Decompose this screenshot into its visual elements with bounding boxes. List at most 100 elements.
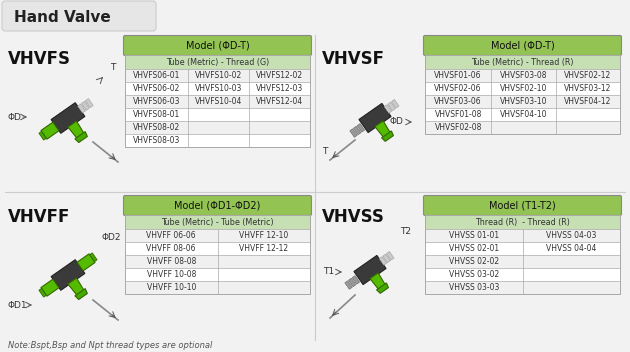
Text: T: T: [322, 147, 328, 157]
Polygon shape: [68, 278, 84, 296]
Polygon shape: [77, 104, 86, 113]
Text: VHVFF 12-12: VHVFF 12-12: [239, 244, 289, 253]
Text: VHVSF02-12: VHVSF02-12: [564, 71, 612, 80]
Bar: [425, 255, 620, 268]
Text: VHVFS10-02: VHVFS10-02: [195, 71, 242, 80]
Polygon shape: [41, 122, 59, 139]
Text: VHVFS12-03: VHVFS12-03: [256, 84, 303, 93]
Text: VHVSF04-12: VHVSF04-12: [564, 97, 612, 106]
Text: VHVSF02-08: VHVSF02-08: [435, 123, 482, 132]
Text: VHVSF02-06: VHVSF02-06: [435, 84, 482, 93]
Polygon shape: [352, 276, 360, 284]
Text: VHVSF04-10: VHVSF04-10: [500, 110, 547, 119]
Text: VHVSF03-10: VHVSF03-10: [500, 97, 547, 106]
Text: Tube (Metric) - Tube (Metric): Tube (Metric) - Tube (Metric): [161, 218, 274, 226]
Text: VHVFF: VHVFF: [8, 208, 71, 226]
Bar: [125, 229, 310, 242]
FancyBboxPatch shape: [2, 1, 156, 31]
Text: VHVFS10-03: VHVFS10-03: [195, 84, 242, 93]
Polygon shape: [377, 283, 389, 293]
Bar: [125, 95, 310, 108]
FancyBboxPatch shape: [123, 36, 311, 56]
Bar: [425, 108, 620, 121]
Bar: [425, 242, 620, 255]
Text: T1: T1: [323, 268, 334, 277]
Polygon shape: [370, 273, 386, 290]
Text: VHVFS08-02: VHVFS08-02: [133, 123, 180, 132]
Text: VHVSS 02-01: VHVSS 02-01: [449, 244, 499, 253]
Text: VHVFS06-02: VHVFS06-02: [133, 84, 180, 93]
Bar: [425, 69, 620, 82]
Bar: [125, 255, 310, 268]
Text: VHVFS12-04: VHVFS12-04: [256, 97, 303, 106]
Bar: [125, 281, 310, 294]
Text: VHVSF03-12: VHVSF03-12: [564, 84, 612, 93]
Bar: [425, 55, 620, 69]
Bar: [125, 134, 310, 147]
Polygon shape: [51, 260, 85, 290]
Polygon shape: [357, 124, 365, 132]
Bar: [425, 229, 620, 242]
Text: Model (ΦD-T): Model (ΦD-T): [186, 40, 249, 50]
Text: Tube (Metric) - Thread (G): Tube (Metric) - Thread (G): [166, 57, 269, 67]
Polygon shape: [375, 121, 391, 138]
Bar: [125, 108, 310, 121]
Text: VHVFF 10-08: VHVFF 10-08: [147, 270, 196, 279]
Polygon shape: [392, 100, 399, 108]
Text: ΦD2: ΦD2: [102, 233, 122, 243]
Polygon shape: [382, 131, 394, 142]
Bar: [425, 121, 620, 134]
Polygon shape: [359, 103, 391, 133]
Bar: [125, 55, 310, 69]
Bar: [425, 268, 620, 281]
Text: VHVSS 01-01: VHVSS 01-01: [449, 231, 499, 240]
Polygon shape: [39, 131, 47, 140]
Polygon shape: [86, 99, 93, 108]
Text: VHVFS08-01: VHVFS08-01: [133, 110, 180, 119]
Bar: [425, 281, 620, 294]
Bar: [425, 95, 620, 108]
Text: ΦD: ΦD: [390, 118, 404, 126]
Polygon shape: [89, 253, 97, 262]
Text: VHVFF 10-10: VHVFF 10-10: [147, 283, 196, 292]
Text: VHVSF01-06: VHVSF01-06: [435, 71, 482, 80]
FancyBboxPatch shape: [423, 195, 622, 215]
Polygon shape: [41, 279, 59, 296]
Polygon shape: [68, 121, 84, 139]
Text: VHVSS: VHVSS: [322, 208, 385, 226]
Text: ΦD: ΦD: [8, 113, 22, 121]
Polygon shape: [75, 289, 88, 300]
Polygon shape: [383, 254, 391, 263]
Polygon shape: [387, 252, 394, 260]
Text: Hand Valve: Hand Valve: [14, 10, 111, 25]
Text: VHVSF01-08: VHVSF01-08: [435, 110, 482, 119]
Bar: [125, 215, 310, 229]
Text: VHVSS 02-02: VHVSS 02-02: [449, 257, 499, 266]
Bar: [425, 55, 620, 134]
Bar: [425, 82, 620, 95]
Text: ΦD1: ΦD1: [8, 301, 28, 309]
Text: Model (T1-T2): Model (T1-T2): [489, 201, 556, 210]
Bar: [125, 215, 310, 294]
Text: Tube (Metric) - Thread (R): Tube (Metric) - Thread (R): [471, 57, 574, 67]
Text: VHVSF: VHVSF: [322, 50, 385, 68]
Polygon shape: [348, 278, 356, 287]
Text: VHVFS: VHVFS: [8, 50, 71, 68]
Text: VHVSF03-08: VHVSF03-08: [500, 71, 547, 80]
Bar: [425, 215, 620, 294]
FancyBboxPatch shape: [123, 195, 311, 215]
Polygon shape: [77, 254, 95, 271]
Text: VHVFS10-04: VHVFS10-04: [195, 97, 242, 106]
Polygon shape: [350, 129, 357, 137]
Text: VHVSF03-06: VHVSF03-06: [434, 97, 482, 106]
Text: VHVFF 08-08: VHVFF 08-08: [147, 257, 196, 266]
Bar: [425, 215, 620, 229]
Text: VHVFF 12-10: VHVFF 12-10: [239, 231, 289, 240]
Text: VHVSS 04-03: VHVSS 04-03: [546, 231, 597, 240]
Text: VHVSF02-10: VHVSF02-10: [500, 84, 547, 93]
Text: VHVFF 06-06: VHVFF 06-06: [146, 231, 196, 240]
Text: VHVSS 04-04: VHVSS 04-04: [546, 244, 597, 253]
Text: Model (ΦD-T): Model (ΦD-T): [491, 40, 554, 50]
Text: VHVFS06-03: VHVFS06-03: [133, 97, 180, 106]
Text: T: T: [110, 63, 115, 73]
